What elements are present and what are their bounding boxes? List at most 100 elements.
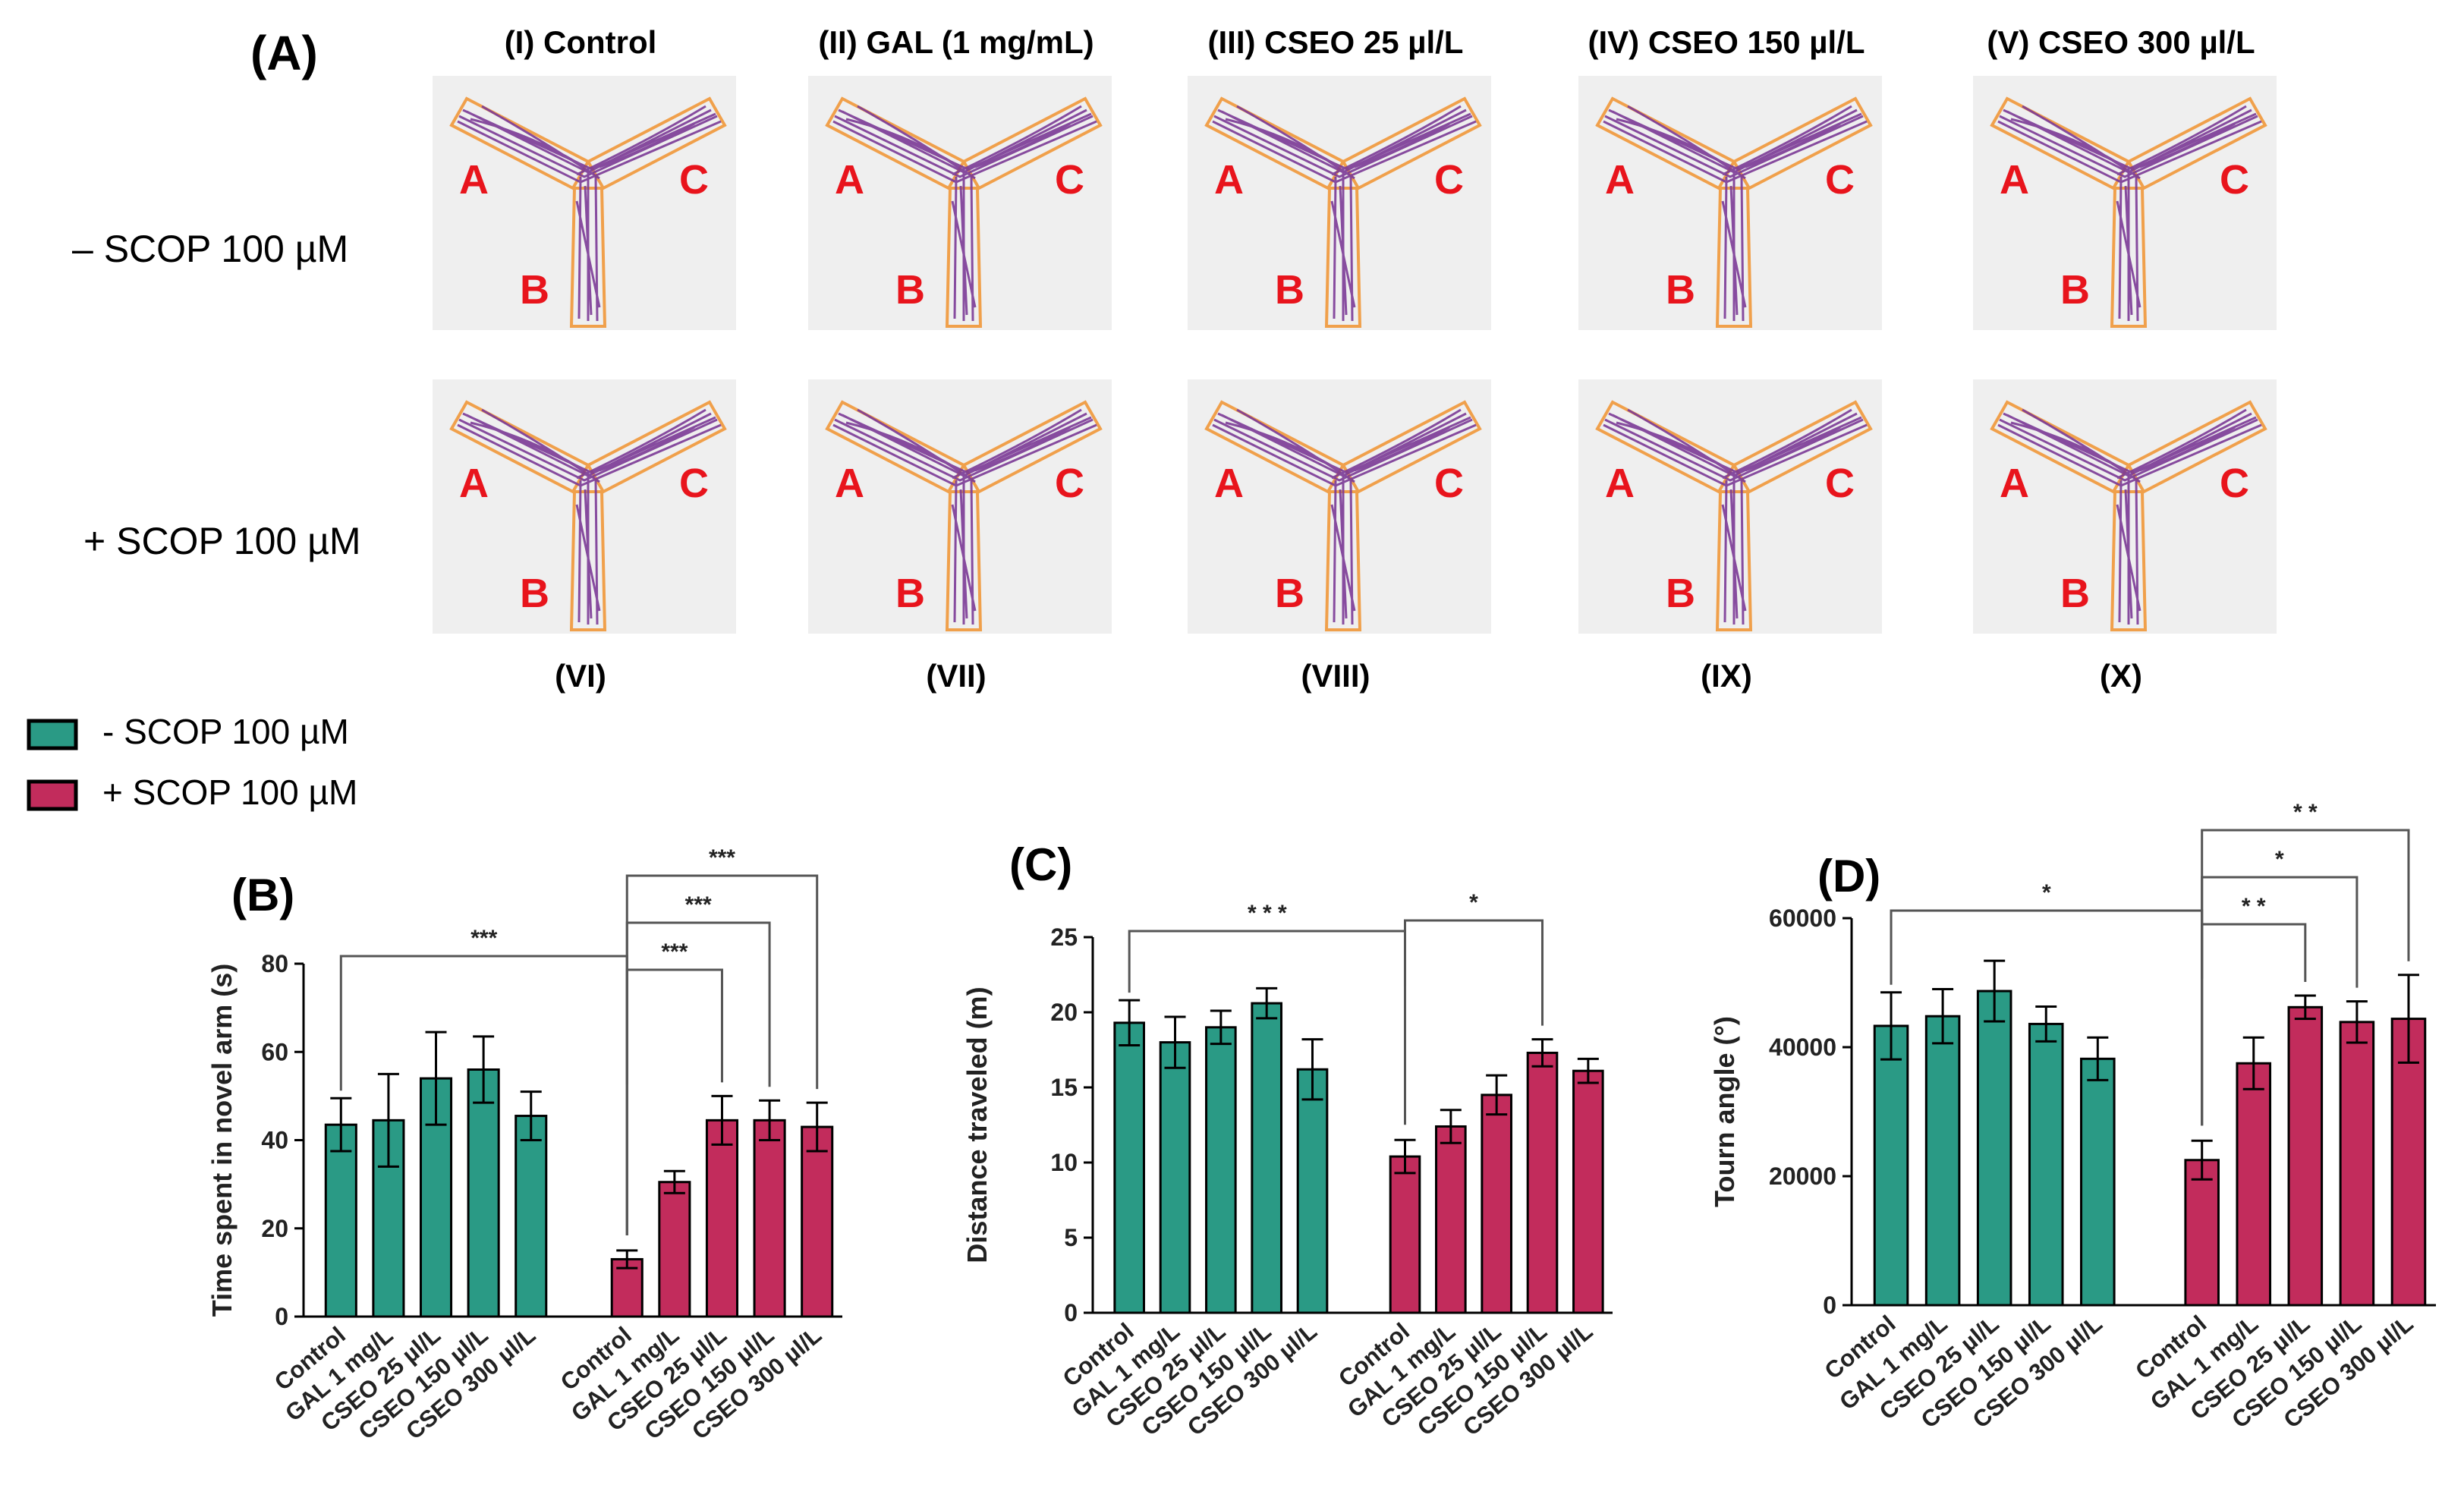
- significance-bracket: [2201, 829, 2410, 1126]
- legend-swatch-minus-scop: [27, 719, 78, 750]
- maze-panel: A B C (VI): [433, 379, 736, 694]
- bar: [1251, 1002, 1282, 1314]
- bar: [801, 1125, 834, 1318]
- bar: [1526, 1051, 1559, 1314]
- bar: [2339, 1021, 2375, 1307]
- arm-label-b: B: [520, 267, 549, 313]
- arm-label-a: A: [1214, 157, 1244, 203]
- significance-label: * *: [2293, 800, 2318, 825]
- maze-title: (V) CSEO 300 µl/L: [1987, 24, 2255, 60]
- legend-label-plus-scop: + SCOP 100 µM: [102, 772, 357, 812]
- bar: [1296, 1068, 1329, 1314]
- y-tick-label: 5: [1064, 1224, 1078, 1251]
- panel-a-label: (A): [250, 26, 318, 80]
- maze-title: (III) CSEO 25 µl/L: [1208, 24, 1464, 60]
- maze-panel: A B C (VII): [808, 379, 1112, 694]
- arm-label-b: B: [895, 571, 925, 616]
- maze-panel: A B C (IV) CSEO 150 µl/L: [1578, 24, 1882, 330]
- y-tick-label: 20: [1050, 999, 1078, 1026]
- maze-title: (I) Control: [505, 24, 657, 60]
- legend-label-minus-scop: - SCOP 100 µM: [102, 712, 349, 751]
- y-tick-label: 60: [261, 1038, 288, 1065]
- bar: [1435, 1125, 1467, 1314]
- significance-bracket: [1403, 919, 1544, 1125]
- arm-label-c: C: [1825, 157, 1855, 203]
- arm-label-a: A: [459, 461, 489, 506]
- arm-label-c: C: [1055, 461, 1084, 506]
- arm-label-a: A: [1214, 461, 1244, 506]
- significance-label: ***: [685, 892, 712, 917]
- y-tick-label: 0: [275, 1303, 288, 1330]
- y-tick-label: 20000: [1769, 1163, 1836, 1190]
- panel-label: (D): [1817, 851, 1880, 901]
- bar: [1205, 1026, 1237, 1314]
- significance-bracket: [1890, 909, 2204, 985]
- bar: [1924, 1015, 1961, 1307]
- significance-label: *: [2275, 847, 2284, 872]
- significance-bracket: [1128, 930, 1406, 993]
- maze-title: (VIII): [1301, 658, 1370, 694]
- panel-label: (B): [231, 870, 294, 920]
- y-tick-label: 0: [1064, 1299, 1078, 1326]
- maze-panel: A B C (X): [1973, 379, 2277, 694]
- bar: [467, 1068, 500, 1318]
- y-tick-label: 40000: [1769, 1034, 1836, 1061]
- y-tick-label: 15: [1050, 1074, 1078, 1101]
- arm-label-b: B: [1666, 571, 1695, 616]
- y-tick-label: 10: [1050, 1149, 1078, 1176]
- arm-label-b: B: [520, 571, 549, 616]
- significance-label: ***: [709, 845, 735, 870]
- y-tick-label: 40: [261, 1127, 288, 1154]
- significance-label: ***: [470, 926, 497, 951]
- maze-panel: A B C (I) Control: [433, 24, 736, 330]
- arm-label-c: C: [679, 157, 709, 203]
- maze-panel: A B C (III) CSEO 25 µl/L: [1188, 24, 1491, 330]
- significance-bracket: [625, 874, 819, 1235]
- maze-panel: A B C (IX): [1578, 379, 1882, 694]
- arm-label-c: C: [1825, 461, 1855, 506]
- row-label-plus-scop: + SCOP 100 µM: [83, 520, 361, 562]
- arm-label-a: A: [835, 461, 864, 506]
- maze-title: (IV) CSEO 150 µl/L: [1588, 24, 1865, 60]
- bar: [1159, 1041, 1191, 1314]
- arm-label-b: B: [2060, 571, 2090, 616]
- significance-label: * * *: [1248, 901, 1287, 926]
- maze-title: (IX): [1701, 658, 1752, 694]
- legend: - SCOP 100 µM + SCOP 100 µM: [27, 712, 357, 812]
- y-tick-label: 25: [1050, 923, 1078, 951]
- y-tick-label: 0: [1823, 1292, 1836, 1319]
- maze-title: (X): [2100, 658, 2142, 694]
- legend-swatch-plus-scop: [27, 779, 78, 811]
- y-axis-label: Distance traveled (m): [961, 986, 993, 1263]
- bar: [753, 1119, 786, 1318]
- y-tick-label: 80: [261, 950, 288, 977]
- bar: [2080, 1057, 2116, 1307]
- bar: [2184, 1159, 2220, 1307]
- arm-label-b: B: [2060, 267, 2090, 313]
- panel-label: (C): [1009, 839, 1072, 890]
- bar: [658, 1181, 691, 1318]
- arm-label-c: C: [1434, 157, 1464, 203]
- arm-label-a: A: [2000, 157, 2029, 203]
- maze-title: (VII): [926, 658, 986, 694]
- bar: [324, 1123, 357, 1318]
- maze-panel: A B C (V) CSEO 300 µl/L: [1973, 24, 2277, 330]
- bar: [1873, 1024, 1909, 1307]
- bar: [2028, 1022, 2064, 1307]
- arm-label-c: C: [679, 461, 709, 506]
- arm-label-b: B: [895, 267, 925, 313]
- maze-title: (VI): [555, 658, 606, 694]
- bar: [1113, 1021, 1145, 1314]
- arm-label-c: C: [2220, 157, 2249, 203]
- row-label-minus-scop: – SCOP 100 µM: [72, 228, 348, 270]
- bar: [2287, 1005, 2324, 1307]
- arm-label-a: A: [2000, 461, 2029, 506]
- significance-label: *: [2042, 880, 2051, 905]
- maze-panel: A B C (II) GAL (1 mg/mL): [808, 24, 1112, 330]
- bar: [705, 1119, 739, 1318]
- y-tick-label: 60000: [1769, 905, 1836, 932]
- bar: [1481, 1093, 1512, 1314]
